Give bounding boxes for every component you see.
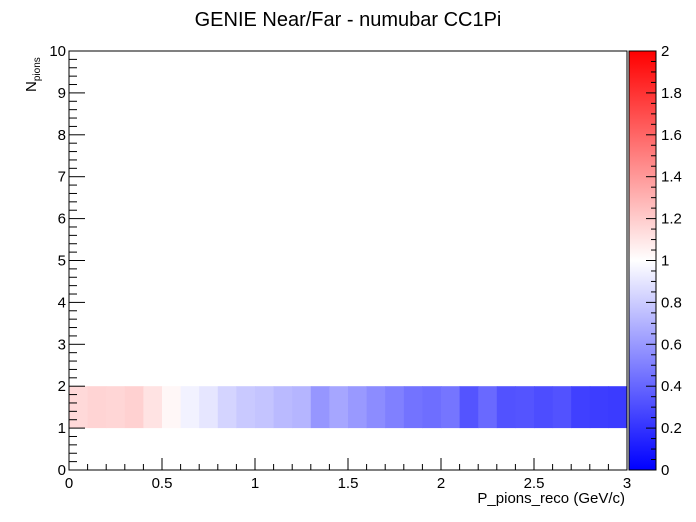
x-tick-label: 2.5 — [524, 475, 545, 492]
x-tick-label: 1.5 — [338, 475, 359, 492]
heatmap-cell — [124, 386, 144, 429]
heatmap-cell — [496, 386, 516, 429]
y-tick-label: 1 — [58, 420, 66, 437]
y-tick-label: 0 — [58, 462, 66, 479]
z-tick-label: 0.6 — [661, 336, 682, 353]
heatmap-cell — [478, 386, 498, 429]
y-tick-label: 5 — [58, 253, 66, 270]
heatmap-cell — [608, 386, 628, 429]
z-tick-label: 0.8 — [661, 294, 682, 311]
heatmap-cell — [441, 386, 461, 429]
chart-title: GENIE Near/Far - numubar CC1Pi — [195, 9, 502, 31]
heatmap-cell — [273, 386, 293, 429]
y-tick-label: 4 — [58, 294, 66, 311]
heatmap-cell — [459, 386, 479, 429]
heatmap-cell — [236, 386, 256, 429]
heatmap-cells — [69, 386, 628, 429]
y-axis-label-main: N — [23, 81, 40, 92]
y-tick-label: 3 — [58, 336, 66, 353]
z-tick-label: 1.6 — [661, 127, 682, 144]
z-tick-label: 0.2 — [661, 420, 682, 437]
heatmap-cell — [255, 386, 275, 429]
heatmap-cell — [589, 386, 609, 429]
x-tick-label: 3 — [623, 475, 631, 492]
color-scale-axis: 0 0.2 0.4 0.6 0.8 1 1.2 1.4 1.6 1.8 2 — [646, 43, 682, 479]
heatmap-cell — [162, 386, 182, 429]
heatmap-cell — [422, 386, 442, 429]
y-tick-label: 8 — [58, 127, 66, 144]
svg-text:Npions: Npions — [23, 57, 43, 92]
z-tick-label: 1.8 — [661, 85, 682, 102]
x-tick-label: 2 — [437, 475, 445, 492]
y-tick-label: 2 — [58, 378, 66, 395]
z-tick-label: 1 — [661, 253, 669, 270]
heatmap-cell — [515, 386, 535, 429]
heatmap-cell — [310, 386, 330, 429]
y-tick-label: 9 — [58, 85, 66, 102]
y-axis-label: Npions — [23, 57, 43, 92]
heatmap-cell — [292, 386, 312, 429]
heatmap-cell — [348, 386, 368, 429]
z-tick-label: 1.2 — [661, 211, 682, 228]
x-axis: 0 0.5 1 1.5 2 2.5 3 — [65, 458, 631, 492]
heatmap-cell — [366, 386, 386, 429]
z-tick-label: 0 — [661, 462, 669, 479]
z-tick-label: 2 — [661, 43, 669, 60]
heatmap-cell — [69, 386, 89, 429]
y-tick-label: 6 — [58, 211, 66, 228]
heatmap-cell — [87, 386, 107, 429]
x-tick-label: 0 — [65, 475, 73, 492]
heatmap-cell — [199, 386, 219, 429]
y-axis-label-sub: pions — [32, 57, 43, 81]
y-tick-label: 10 — [49, 43, 66, 60]
z-tick-label: 1.4 — [661, 169, 682, 186]
y-tick-label: 7 — [58, 169, 66, 186]
heatmap-cell — [143, 386, 163, 429]
heatmap-cell — [403, 386, 423, 429]
heatmap-cell — [385, 386, 405, 429]
x-tick-label: 1 — [251, 475, 259, 492]
heatmap-cell — [552, 386, 572, 429]
heatmap-cell — [106, 386, 126, 429]
y-axis: 0 1 2 3 4 5 6 7 8 9 10 — [49, 43, 85, 479]
heatmap-cell — [329, 386, 349, 429]
z-tick-label: 0.4 — [661, 378, 682, 395]
heatmap-cell — [217, 386, 237, 429]
heatmap-cell — [180, 386, 200, 429]
x-axis-label: P_pions_reco (GeV/c) — [477, 490, 625, 507]
heatmap-cell — [571, 386, 591, 429]
heatmap-cell — [534, 386, 554, 429]
x-tick-label: 0.5 — [152, 475, 173, 492]
